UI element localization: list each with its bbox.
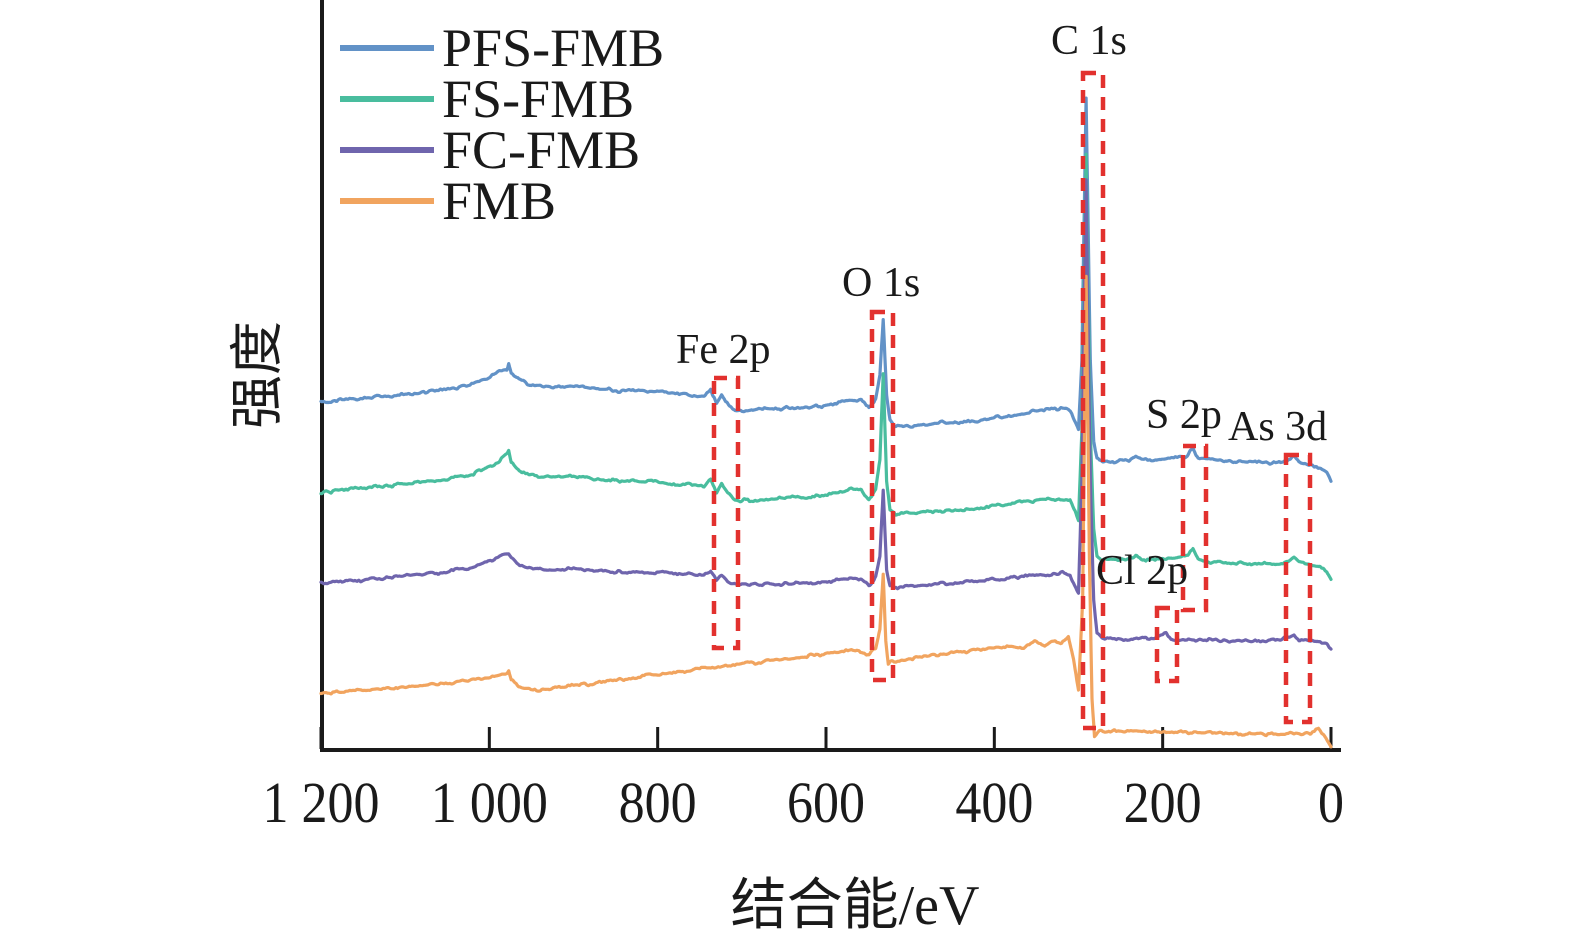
x-tick-label-0: 0 xyxy=(1318,770,1344,835)
peak-box-s-2p xyxy=(1180,443,1209,613)
peak-label-s-2p: S 2p xyxy=(1146,392,1222,438)
series-line-fs-fmb xyxy=(319,152,1333,581)
legend-label-fmb: FMB xyxy=(442,171,556,231)
x-tick-label-1200: 1 200 xyxy=(263,770,380,835)
x-tick-label-400: 400 xyxy=(955,770,1033,835)
peak-box-c-1s xyxy=(1080,70,1106,731)
peak-label-fe-2p: Fe 2p xyxy=(676,327,771,373)
legend-label-fs-fmb: FS-FMB xyxy=(442,69,634,129)
legend-label-fc-fmb: FC-FMB xyxy=(442,120,640,180)
x-axis-title: 结合能/eV xyxy=(730,875,980,937)
y-axis-title: 强度 xyxy=(227,321,288,429)
x-tick-label-800: 800 xyxy=(619,770,697,835)
peak-box-cl-2p xyxy=(1154,605,1180,684)
peak-box-as-3d xyxy=(1283,452,1313,725)
peak-box-o-1s xyxy=(869,309,896,683)
peak-label-cl-2p: Cl 2p xyxy=(1096,548,1188,594)
x-tick-label-600: 600 xyxy=(787,770,865,835)
peak-label-o-1s: O 1s xyxy=(842,260,920,306)
x-tick-label-1000: 1 000 xyxy=(431,770,548,835)
legend-label-pfs-fmb: PFS-FMB xyxy=(442,18,664,78)
peak-label-c-1s: C 1s xyxy=(1051,18,1127,64)
series-line-fmb xyxy=(319,274,1333,749)
series-line-pfs-fmb xyxy=(319,96,1333,483)
peak-label-as-3d: As 3d xyxy=(1228,404,1327,450)
series-line-fc-fmb xyxy=(319,178,1333,651)
peak-box-fe-2p xyxy=(711,375,741,651)
x-tick-label-200: 200 xyxy=(1124,770,1202,835)
